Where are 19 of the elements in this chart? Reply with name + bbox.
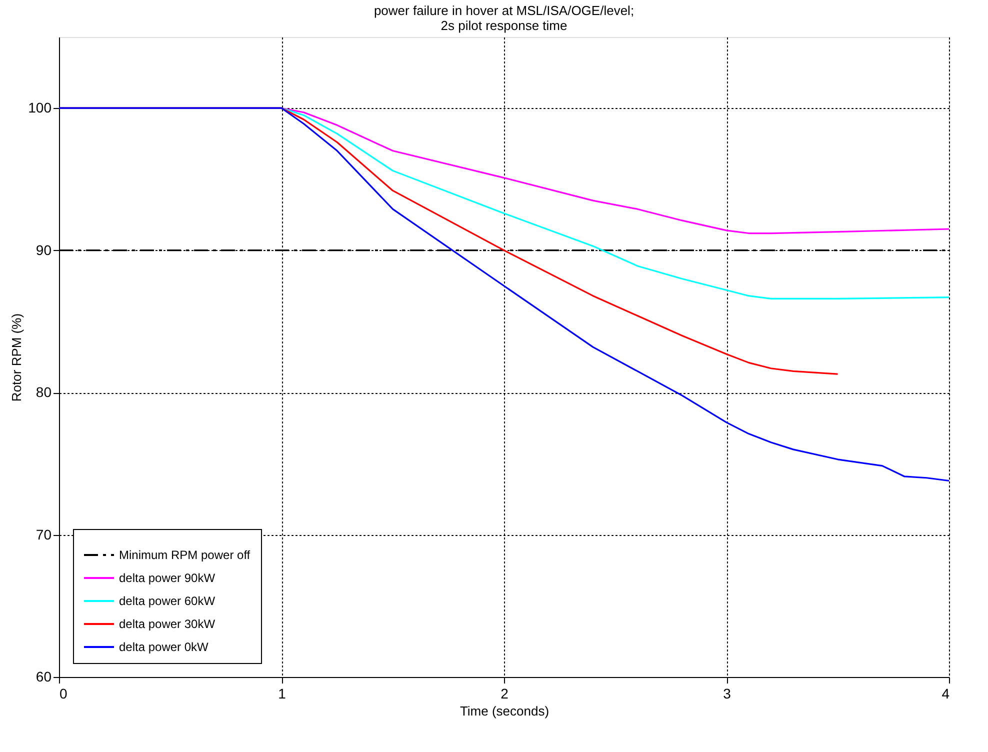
legend-label: delta power 90kW (119, 571, 216, 585)
legend-label: delta power 30kW (119, 617, 216, 631)
x-tick-label: 3 (723, 686, 732, 702)
chart-title: power failure in hover at MSL/ISA/OGE/level; 2s pilot response time (374, 3, 634, 33)
line-series (58, 107, 950, 482)
y-tick-label: 60 (36, 668, 52, 684)
y-tick-label: 90 (36, 242, 52, 258)
legend-label: delta power 0kW (119, 640, 210, 654)
x-axis-title: Time (seconds) (460, 704, 550, 718)
x-tick-label: 4 (942, 686, 950, 702)
x-tick-label: 1 (278, 686, 286, 702)
y-tick-label: 70 (36, 526, 52, 542)
y-tick-label: 80 (36, 384, 52, 400)
x-tick-label: 2 (500, 686, 509, 702)
legend-label: Minimum RPM power off (119, 548, 251, 562)
legend-label: delta power 60kW (119, 594, 216, 608)
y-axis-title: Rotor RPM (%) (9, 313, 24, 402)
x-tick-label: 0 (60, 686, 68, 702)
y-tick-label: 100 (28, 100, 52, 116)
